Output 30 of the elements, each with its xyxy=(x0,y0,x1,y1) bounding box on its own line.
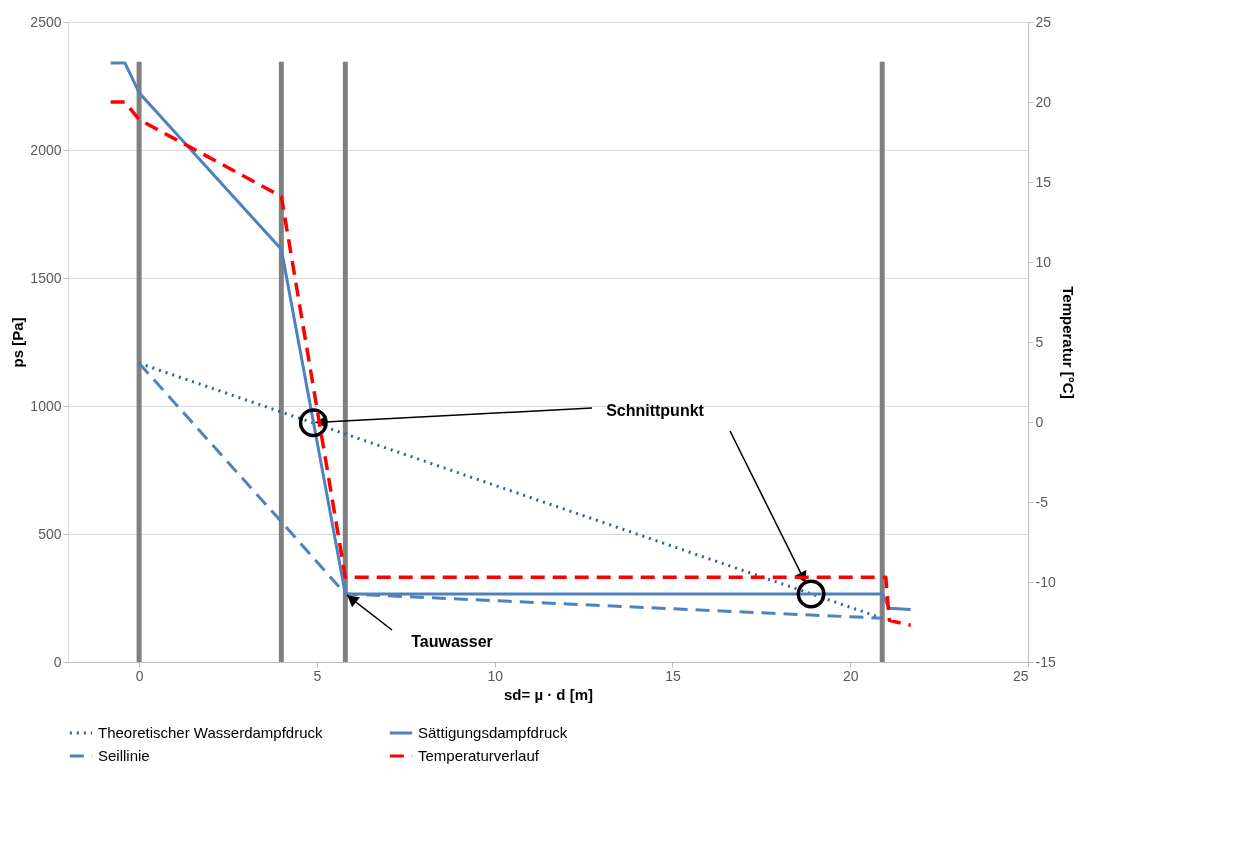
legend-label: Theoretischer Wasserdampfdruck xyxy=(98,724,324,741)
y2-axis-title: Temperatur [°C] xyxy=(1059,286,1077,399)
y2-tick-label: -5 xyxy=(1035,493,1049,510)
annotation: Schnittpunkt xyxy=(606,402,705,419)
y-tick-label: 1500 xyxy=(30,269,62,286)
y-tick-label: 1000 xyxy=(30,397,62,414)
y2-tick-label: 0 xyxy=(1035,413,1044,430)
x-tick-label: 5 xyxy=(313,667,322,684)
y-tick-label: 500 xyxy=(38,525,62,542)
legend-label: Seillinie xyxy=(98,747,150,764)
annotation: Tauwasser xyxy=(411,633,493,650)
x-tick-label: 25 xyxy=(1012,667,1029,684)
x-axis-title: sd= µ · d [m] xyxy=(503,685,594,703)
y2-tick-label: 10 xyxy=(1035,253,1052,270)
x-tick-label: 10 xyxy=(487,667,504,684)
x-tick-label: 20 xyxy=(842,667,859,684)
y-tick-label: 2000 xyxy=(30,141,62,158)
y-axis-title: ps [Pa] xyxy=(9,317,27,368)
legend-label: Temperaturverlauf xyxy=(418,747,540,764)
y2-tick-label: 15 xyxy=(1035,173,1052,190)
y2-tick-label: 25 xyxy=(1035,13,1052,30)
x-tick-label: 0 xyxy=(135,667,144,684)
y2-tick-label: -10 xyxy=(1035,573,1056,590)
y2-tick-label: 5 xyxy=(1035,333,1044,350)
x-tick-label: 15 xyxy=(665,667,681,684)
legend-label: Sättigungsdampfdruck xyxy=(418,724,568,741)
y-tick-label: 0 xyxy=(53,653,62,670)
y-tick-label: 2500 xyxy=(30,13,62,30)
y2-tick-label: -15 xyxy=(1035,653,1056,670)
y2-tick-label: 20 xyxy=(1035,93,1052,110)
